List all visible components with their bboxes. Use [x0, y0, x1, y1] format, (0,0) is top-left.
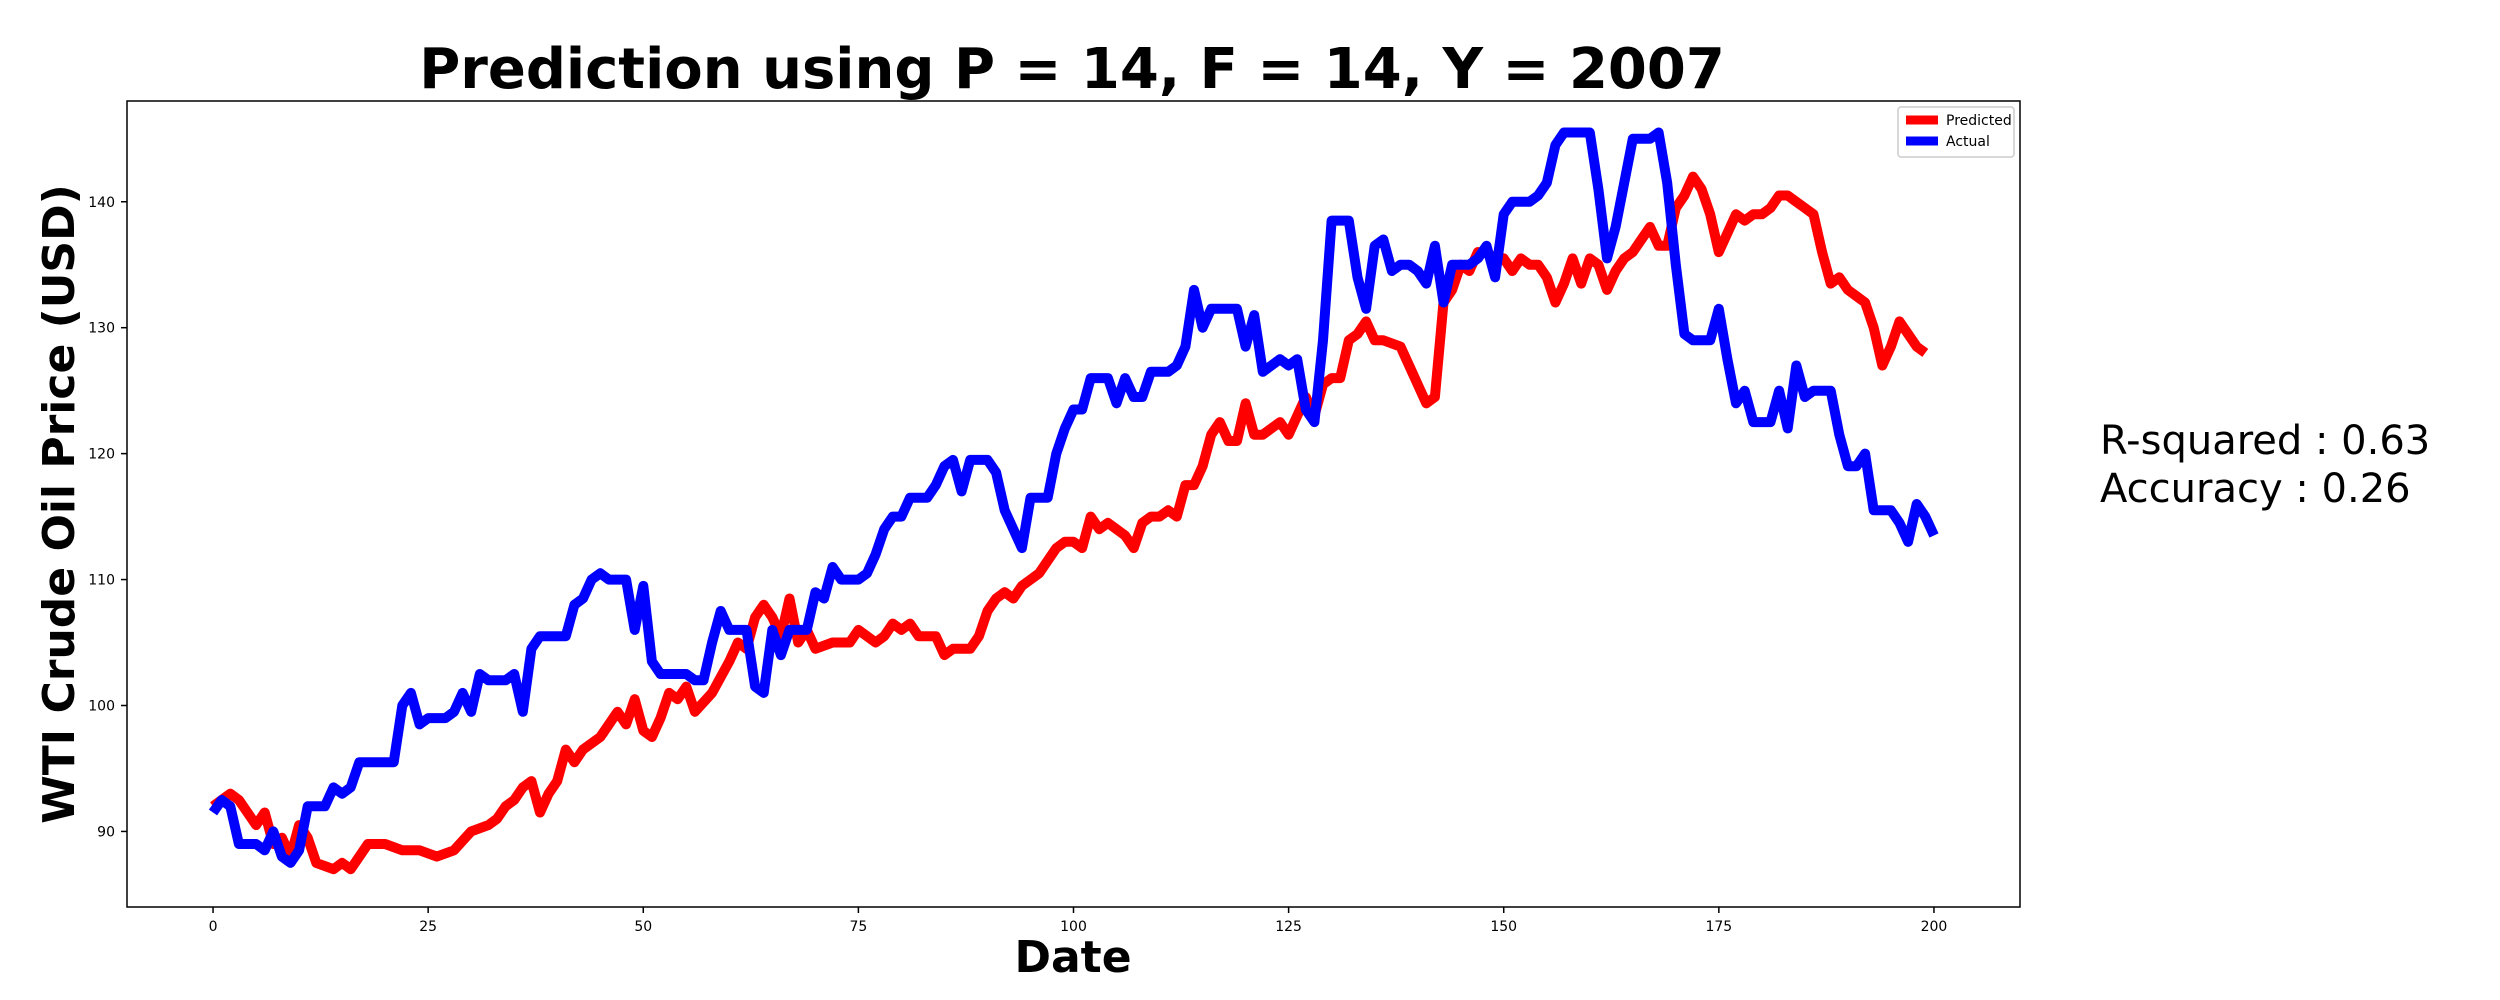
y-tick-label: 120: [88, 447, 115, 463]
x-tick-label: 0: [209, 919, 218, 935]
accuracy-annotation: Accuracy : 0.26: [2100, 466, 2411, 512]
x-axis-ticks: 0 25 50 75 100 125 150 175 200: [209, 907, 1948, 935]
series-layer: [208, 127, 1939, 875]
x-tick-label: 200: [1921, 919, 1948, 935]
chart-title: Prediction using P = 14, F = 14, Y = 200…: [419, 37, 1725, 102]
y-tick-label: 100: [88, 699, 115, 715]
y-axis-ticks: 90 100 110 120 130 140: [88, 195, 127, 840]
y-tick-label: 140: [88, 195, 115, 211]
r-squared-annotation: R-squared : 0.63: [2100, 418, 2431, 464]
x-tick-label: 100: [1060, 919, 1087, 935]
y-tick-label: 130: [88, 321, 115, 337]
x-axis-label: Date: [1014, 932, 1131, 983]
y-axis-label: WTI Crude Oil Price (USD): [34, 184, 85, 824]
series-line-actual: [208, 127, 1939, 868]
legend-label-predicted: Predicted: [1946, 113, 2012, 129]
y-tick-label: 90: [97, 824, 115, 840]
x-tick-label: 150: [1490, 919, 1517, 935]
x-tick-label: 25: [419, 919, 437, 935]
x-tick-label: 125: [1275, 919, 1302, 935]
x-tick-label: 75: [849, 919, 867, 935]
legend: Predicted Actual: [1897, 106, 2015, 158]
x-tick-label: 50: [634, 919, 652, 935]
legend-label-actual: Actual: [1946, 134, 1990, 150]
plot-area: [126, 100, 2021, 908]
x-tick-label: 175: [1705, 919, 1732, 935]
y-tick-label: 110: [88, 573, 115, 589]
